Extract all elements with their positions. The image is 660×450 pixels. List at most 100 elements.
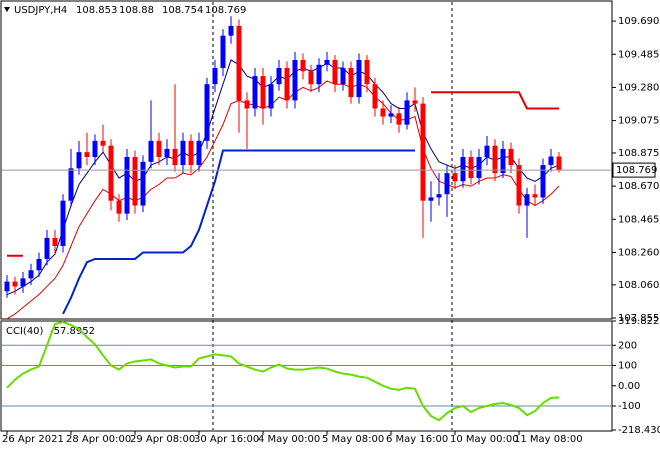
- candle-body: [284, 68, 290, 101]
- candle-body: [332, 59, 338, 85]
- main-panel-frame: [0, 0, 613, 320]
- candle-body: [36, 258, 42, 271]
- y-tick-label: 109.690: [618, 16, 659, 27]
- indicator-line: [6, 59, 560, 296]
- x-tick-label: 26 Apr 2021: [2, 434, 64, 445]
- candle-body: [12, 281, 18, 287]
- candle-body: [460, 157, 466, 182]
- candle-body: [324, 59, 330, 65]
- candle-body: [92, 140, 98, 158]
- y-tick-label: 108.875: [618, 148, 659, 159]
- y-tick-label: 200: [618, 340, 637, 351]
- cci-line: [6, 320, 560, 422]
- y-tick-label: 108.060: [618, 280, 659, 291]
- candle-body: [20, 278, 26, 287]
- x-tick-label: 10 May 00:00: [450, 434, 519, 445]
- cci-value: -57.8952: [50, 326, 95, 337]
- candle-body: [356, 59, 362, 98]
- y-tick-label: 109.075: [618, 116, 659, 127]
- candle-body: [100, 140, 106, 146]
- x-tick-label: 30 Apr 16:00: [194, 434, 259, 445]
- candle-body: [28, 270, 34, 279]
- candle-body: [508, 148, 514, 166]
- x-tick-label: 5 May 08:00: [322, 434, 384, 445]
- candle-body: [428, 197, 434, 201]
- candle-body: [68, 168, 74, 201]
- x-tick-label: 6 May 16:00: [386, 434, 448, 445]
- candle-body: [300, 59, 306, 72]
- candle-body: [548, 156, 554, 166]
- open-value: 108.853: [76, 5, 117, 16]
- candle-body: [244, 100, 250, 109]
- y-tick-label: -100: [618, 401, 641, 412]
- candle-body: [468, 157, 474, 179]
- y-tick-label: 107.855: [618, 313, 659, 324]
- candle-body: [116, 200, 122, 214]
- cci-panel-frame: [0, 320, 613, 432]
- candle-body: [380, 108, 386, 117]
- candle-body: [292, 59, 298, 101]
- y-tick-label: 108.260: [618, 247, 659, 258]
- candle-body: [140, 161, 146, 206]
- candle-body: [132, 157, 138, 206]
- cci-title: CCI(40): [6, 326, 44, 337]
- candle-body: [196, 140, 202, 166]
- price-label: 108.769: [616, 165, 657, 176]
- candle-body: [372, 84, 378, 109]
- candle-body: [484, 145, 490, 158]
- candle-body: [476, 157, 482, 179]
- candle-body: [412, 100, 418, 104]
- candle-body: [516, 165, 522, 206]
- candle-body: [44, 237, 50, 259]
- candle-body: [556, 156, 562, 171]
- y-tick-label: 100: [618, 361, 637, 372]
- candle-body: [220, 35, 226, 69]
- candle-body: [60, 200, 66, 246]
- x-tick-label: 4 May 00:00: [258, 434, 320, 445]
- symbol-title: USDJPY,H4: [14, 5, 67, 16]
- candle-body: [492, 145, 498, 174]
- y-tick-label: 0.00: [618, 381, 640, 392]
- candle-body: [204, 84, 210, 141]
- y-tick-label: 108.465: [618, 214, 659, 225]
- indicator-line: [7, 91, 559, 257]
- candle-body: [252, 76, 258, 109]
- candle-body: [164, 148, 170, 158]
- candle-body: [308, 71, 314, 85]
- candle-body: [276, 68, 282, 85]
- candle-body: [260, 76, 266, 109]
- candle-body: [420, 103, 426, 201]
- candle-body: [348, 68, 354, 98]
- candle-body: [156, 140, 162, 158]
- candle-body: [404, 100, 410, 125]
- candle-body: [340, 68, 346, 85]
- candle-body: [4, 281, 10, 292]
- candle-body: [212, 68, 218, 85]
- candle-body: [124, 157, 130, 214]
- close-value: 108.769: [205, 5, 246, 16]
- candle-body: [524, 194, 530, 206]
- y-tick-label: 109.485: [618, 49, 659, 60]
- menu-triangle[interactable]: [4, 7, 10, 12]
- candle-body: [452, 173, 458, 182]
- indicator-line: [6, 80, 560, 320]
- candle-body: [180, 140, 186, 166]
- candle-body: [388, 113, 394, 117]
- candle-body: [500, 148, 506, 174]
- high-value: 108.88: [119, 5, 154, 16]
- candle-body: [108, 145, 114, 201]
- candle-body: [188, 140, 194, 166]
- candle-body: [532, 194, 538, 198]
- y-tick-label: 108.670: [618, 181, 659, 192]
- candle-body: [228, 25, 234, 36]
- candle-body: [52, 237, 58, 246]
- price-label-box: [612, 162, 656, 178]
- candle-body: [76, 152, 82, 169]
- low-value: 108.754: [162, 5, 203, 16]
- candle-body: [84, 152, 90, 158]
- y-tick-label: -218.4305: [618, 425, 660, 436]
- candle-body: [316, 64, 322, 85]
- candle-body: [236, 25, 242, 101]
